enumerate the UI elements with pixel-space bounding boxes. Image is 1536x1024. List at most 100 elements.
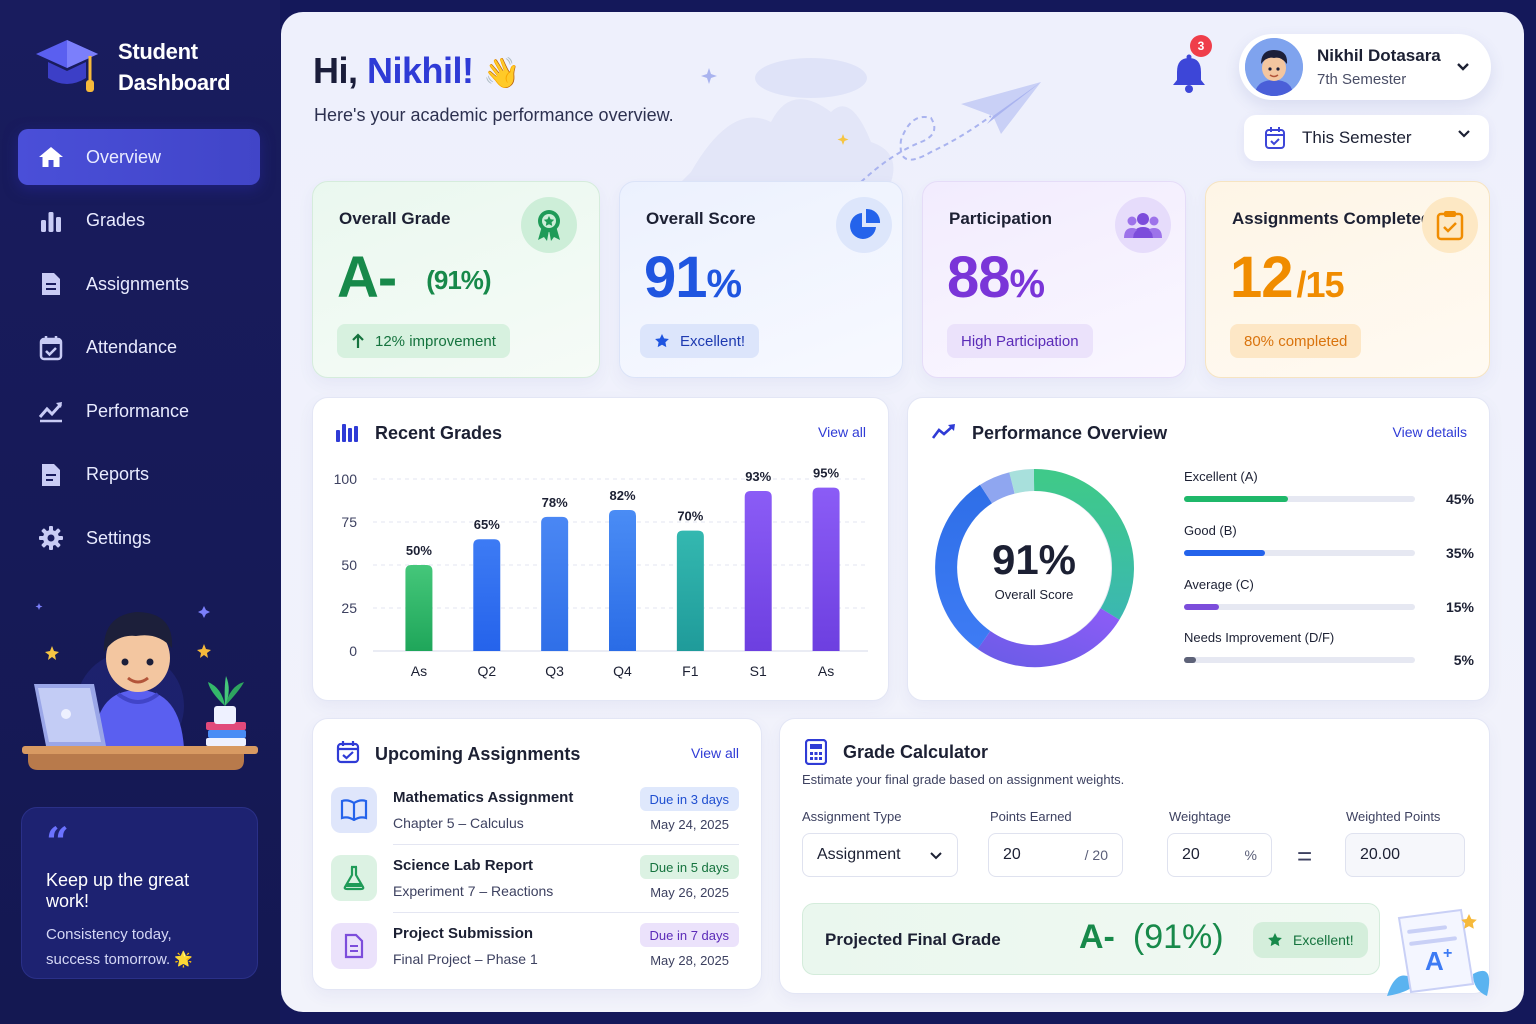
assignment-title: Science Lab Report (393, 857, 534, 874)
pie-chart-icon (836, 197, 892, 253)
perf-percent: 5% (1453, 652, 1474, 668)
chevron-down-icon (930, 852, 942, 860)
donut-center-value: 91% (991, 536, 1077, 583)
perf-track (1184, 604, 1415, 610)
y-tick-label: 25 (341, 600, 357, 616)
assignment-title: Project Submission (393, 925, 534, 942)
greeting: Hi, Nikhil! 👋 (313, 50, 520, 92)
participation-card: Participation 88% High Participation (922, 181, 1186, 378)
avatar (1245, 38, 1303, 96)
profile-semester: 7th Semester (1317, 71, 1407, 88)
upcoming-view-all[interactable]: View all (691, 745, 739, 761)
document-icon (38, 271, 64, 297)
divider (393, 912, 739, 913)
perf-label: Needs Improvement (D/F) (1184, 630, 1335, 645)
score-badge-text: Excellent! (680, 332, 746, 350)
points-earned-label: Points Earned (990, 809, 1072, 824)
perf-track (1184, 657, 1415, 663)
file-icon (331, 923, 377, 969)
chevron-down-icon[interactable] (1449, 53, 1477, 81)
grade-calculator-subtitle: Estimate your final grade based on assig… (802, 772, 1125, 787)
paper-plane-decoration (681, 58, 1041, 183)
perf-label: Average (C) (1184, 577, 1254, 592)
assignments-badge: 80% completed (1230, 324, 1362, 358)
points-earned-value: 20 (1003, 846, 1021, 863)
assignment-item[interactable]: Project Submission Final Project – Phase… (331, 919, 743, 981)
weighted-points-field: 20.00 (1345, 833, 1465, 877)
grade-bar (473, 539, 501, 651)
users-icon (1115, 197, 1171, 253)
perf-row-average: Average (C) 15% (1184, 577, 1474, 615)
star-icon (655, 334, 669, 348)
projected-badge: Excellent! (1253, 922, 1368, 958)
assignments-total: /15 (1296, 264, 1345, 305)
bar-value-label: 82% (609, 488, 635, 503)
profile-name: Nikhil Dotasara (1317, 46, 1441, 65)
overall-score-card: Overall Score 91% Excellent! (619, 181, 903, 378)
quote-icon: “ (46, 819, 70, 866)
sidebar-item-settings[interactable]: Settings (18, 510, 260, 566)
weightage-input[interactable]: 20 % (1167, 833, 1272, 877)
sidebar-item-overview[interactable]: Overview (18, 129, 260, 185)
donut-center-label: Overall Score (994, 587, 1074, 602)
projected-grade: A- (91%) (1079, 918, 1224, 957)
perf-fill (1184, 604, 1219, 610)
y-tick-label: 75 (341, 514, 357, 530)
recent-grades-view-all[interactable]: View all (818, 424, 866, 440)
perf-label: Excellent (A) (1184, 469, 1258, 484)
bar-chart-icon (336, 424, 358, 442)
bar-value-label: 70% (677, 509, 703, 524)
performance-view-details[interactable]: View details (1392, 424, 1467, 440)
sidebar: Student Dashboard Overview Grades Assignm… (0, 0, 280, 1024)
assignment-item[interactable]: Mathematics Assignment Chapter 5 – Calcu… (331, 783, 743, 845)
sidebar-item-label: Grades (86, 210, 146, 230)
semester-select[interactable]: This Semester (1244, 115, 1489, 161)
flask-icon (331, 855, 377, 901)
recent-grades-chart: 0 25 50 75 100 50% As 65% Q2 78% Q3 82% Q4 70% F1 93% S1… (334, 466, 868, 679)
perf-row-good: Good (B) 35% (1184, 523, 1474, 561)
due-date: May 24, 2025 (650, 817, 729, 832)
perf-row-needs-improvement: Needs Improvement (D/F) 5% (1184, 630, 1474, 668)
assignment-item[interactable]: Science Lab Report Experiment 7 – Reacti… (331, 851, 743, 913)
calendar-icon (1265, 127, 1285, 149)
due-date: May 26, 2025 (650, 885, 729, 900)
bell-icon[interactable] (1171, 48, 1207, 96)
perf-percent: 45% (1445, 491, 1474, 507)
gear-icon (38, 525, 64, 551)
grade-bar (405, 565, 433, 651)
perf-row-excellent: Excellent (A) 45% (1184, 469, 1474, 507)
assignment-type-select[interactable]: Assignment (802, 833, 958, 877)
sidebar-item-assignments[interactable]: Assignments (18, 256, 260, 312)
participation-badge: High Participation (947, 324, 1093, 358)
sidebar-item-performance[interactable]: Performance (18, 383, 260, 439)
weighted-points-label: Weighted Points (1346, 809, 1441, 824)
points-earned-input[interactable]: 20 / 20 (988, 833, 1123, 877)
brand[interactable]: Student Dashboard (34, 36, 231, 98)
greeting-subtitle: Here's your academic performance overvie… (314, 105, 674, 125)
y-tick-label: 50 (341, 557, 357, 573)
grade-bar (541, 516, 569, 651)
sidebar-item-attendance[interactable]: Attendance (18, 320, 260, 376)
brand-title-1: Student (118, 39, 198, 64)
performance-overview-title: Performance Overview (972, 423, 1168, 443)
report-icon (38, 462, 64, 488)
due-date: May 28, 2025 (650, 953, 729, 968)
assignments-value: 12/15 (1230, 244, 1345, 311)
x-tick-label: S1 (750, 663, 767, 679)
participation-unit: % (1009, 262, 1046, 306)
profile-menu[interactable]: Nikhil Dotasara 7th Semester (1239, 34, 1491, 100)
semester-value: This Semester (1302, 128, 1412, 147)
assignment-subtitle: Final Project – Phase 1 (393, 951, 538, 967)
certificate-illustration: A + (1387, 908, 1490, 996)
assignment-type-label: Assignment Type (802, 809, 902, 824)
trend-chart-icon (38, 398, 64, 424)
quote-line-2: success tomorrow. 🌟 (46, 951, 194, 968)
x-tick-label: F1 (682, 663, 699, 679)
sidebar-item-grades[interactable]: Grades (18, 193, 260, 249)
x-tick-label: Q2 (477, 663, 496, 679)
sidebar-item-reports[interactable]: Reports (18, 447, 260, 503)
sidebar-item-label: Reports (86, 464, 150, 484)
assignment-title: Mathematics Assignment (393, 789, 574, 806)
projected-grade-letter: A- (1079, 918, 1115, 956)
perf-track (1184, 550, 1415, 556)
